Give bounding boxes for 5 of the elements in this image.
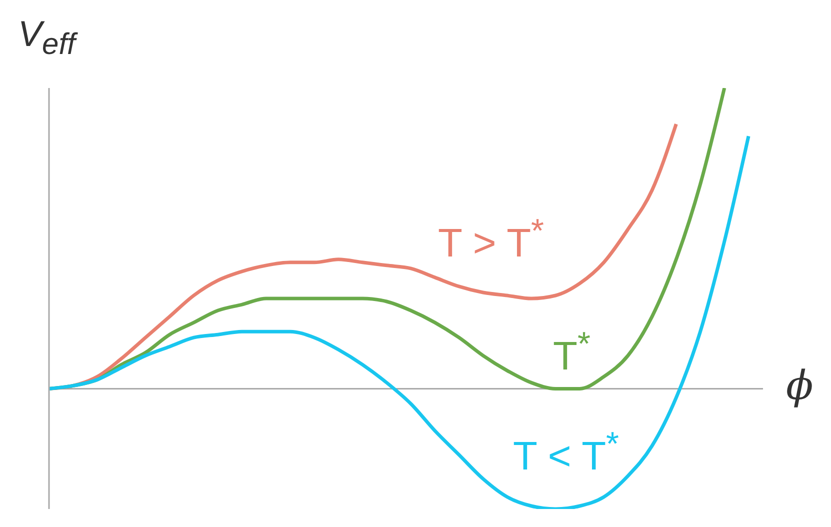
series-label: T > T$^{*}$ [438,213,544,266]
y-axis-title: V$_{eff}$ [18,13,76,62]
x-axis-title: ϕ [786,363,814,409]
series-label: T$^{*}$ [553,326,590,380]
series-label: T < T$^{*}$ [513,426,619,480]
